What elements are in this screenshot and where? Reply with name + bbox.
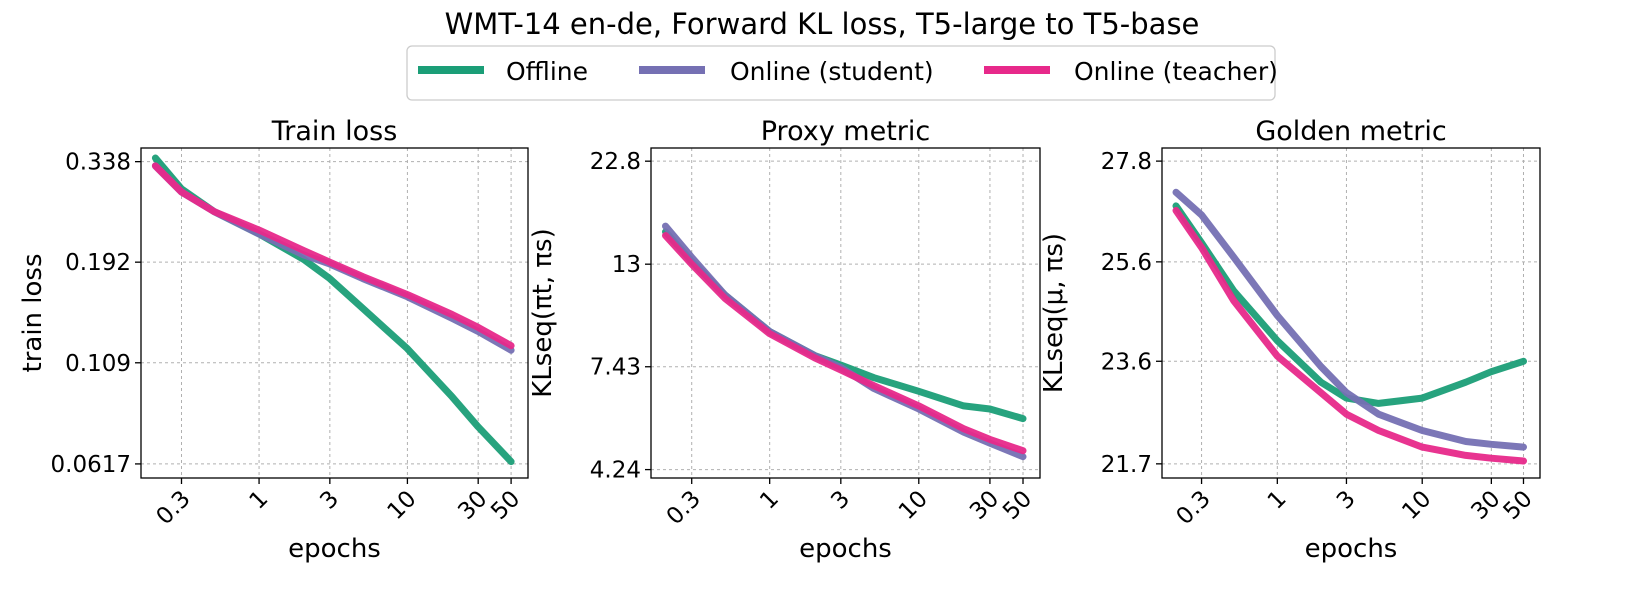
proxy-metric-ytick-label: 4.24 (590, 458, 641, 484)
golden-metric-series-online-student (1172, 188, 1527, 451)
proxy-metric-xtick-label: 50 (998, 486, 1037, 525)
golden-metric-xtick-label: 0.3 (1172, 486, 1216, 530)
golden-metric-plot-area (1162, 148, 1540, 478)
golden-metric-title: Golden metric (1255, 116, 1446, 147)
train-loss-ylabel: train loss (18, 253, 48, 372)
golden-metric-xtick-label: 50 (1499, 486, 1538, 525)
train-loss-series-online-teacher (151, 162, 515, 350)
golden-metric-grid (1162, 148, 1540, 478)
golden-metric-xtick-label: 3 (1332, 486, 1361, 515)
legend-label-online-student: Online (student) (730, 57, 934, 86)
proxy-metric-plot-area (651, 148, 1040, 478)
train-loss-xtick-label: 1 (245, 486, 274, 515)
golden-metric-ytick-label: 25.6 (1101, 250, 1152, 276)
legend: Offline Online (student) Online (teacher… (406, 45, 1278, 101)
train-loss-ytick-label: 0.109 (65, 351, 131, 377)
golden-metric-xtick-label: 1 (1263, 486, 1292, 515)
legend-label-online-teacher: Online (teacher) (1074, 57, 1278, 86)
proxy-metric-ytick-label: 7.43 (590, 355, 641, 381)
train-loss-frame (140, 147, 529, 479)
train-loss-xtick-label: 0.3 (151, 486, 195, 530)
golden-metric-ytick-label: 23.6 (1101, 349, 1152, 375)
golden-metric-series-online-teacher (1172, 207, 1527, 465)
train-loss-ytick-label: 0.192 (65, 250, 131, 276)
train-loss-xlabel: epochs (288, 534, 381, 564)
golden-metric-ylabel: KLseq(μ, πs) (1039, 233, 1069, 393)
proxy-metric-xtick-label: 0.3 (662, 486, 706, 530)
legend-label-offline: Offline (506, 57, 588, 86)
proxy-metric-title: Proxy metric (761, 116, 931, 147)
proxy-metric-ytick-label: 13 (612, 252, 641, 278)
golden-metric-xlabel: epochs (1305, 534, 1398, 564)
proxy-metric-xtick-label: 1 (755, 486, 784, 515)
legend-frame (406, 45, 1276, 101)
proxy-metric-xlabel: epochs (799, 534, 892, 564)
proxy-metric-ytick-label: 22.8 (590, 149, 641, 175)
train-loss-title: Train loss (271, 116, 398, 147)
train-loss-ytick-label: 0.0617 (51, 452, 131, 478)
golden-metric-xtick-label: 10 (1397, 486, 1436, 525)
train-loss-ytick-label: 0.338 (65, 150, 131, 176)
figure-title: WMT-14 en-de, Forward KL loss, T5-large … (445, 7, 1200, 41)
train-loss-xtick-label: 50 (486, 486, 525, 525)
golden-metric-ytick-label: 21.7 (1101, 452, 1152, 478)
proxy-metric-frame (650, 147, 1041, 479)
proxy-metric-ylabel: KLseq(πt, πs) (528, 228, 558, 397)
proxy-metric-xtick-label: 10 (894, 486, 933, 525)
golden-metric-series-offline (1172, 202, 1527, 407)
golden-metric-frame (1161, 147, 1541, 479)
golden-metric-ytick-label: 27.8 (1101, 149, 1152, 175)
proxy-metric-series-online-teacher (662, 232, 1027, 455)
proxy-metric-xtick-label: 3 (826, 486, 855, 515)
train-loss-xtick-label: 10 (383, 486, 422, 525)
train-loss-xtick-label: 3 (315, 486, 344, 515)
